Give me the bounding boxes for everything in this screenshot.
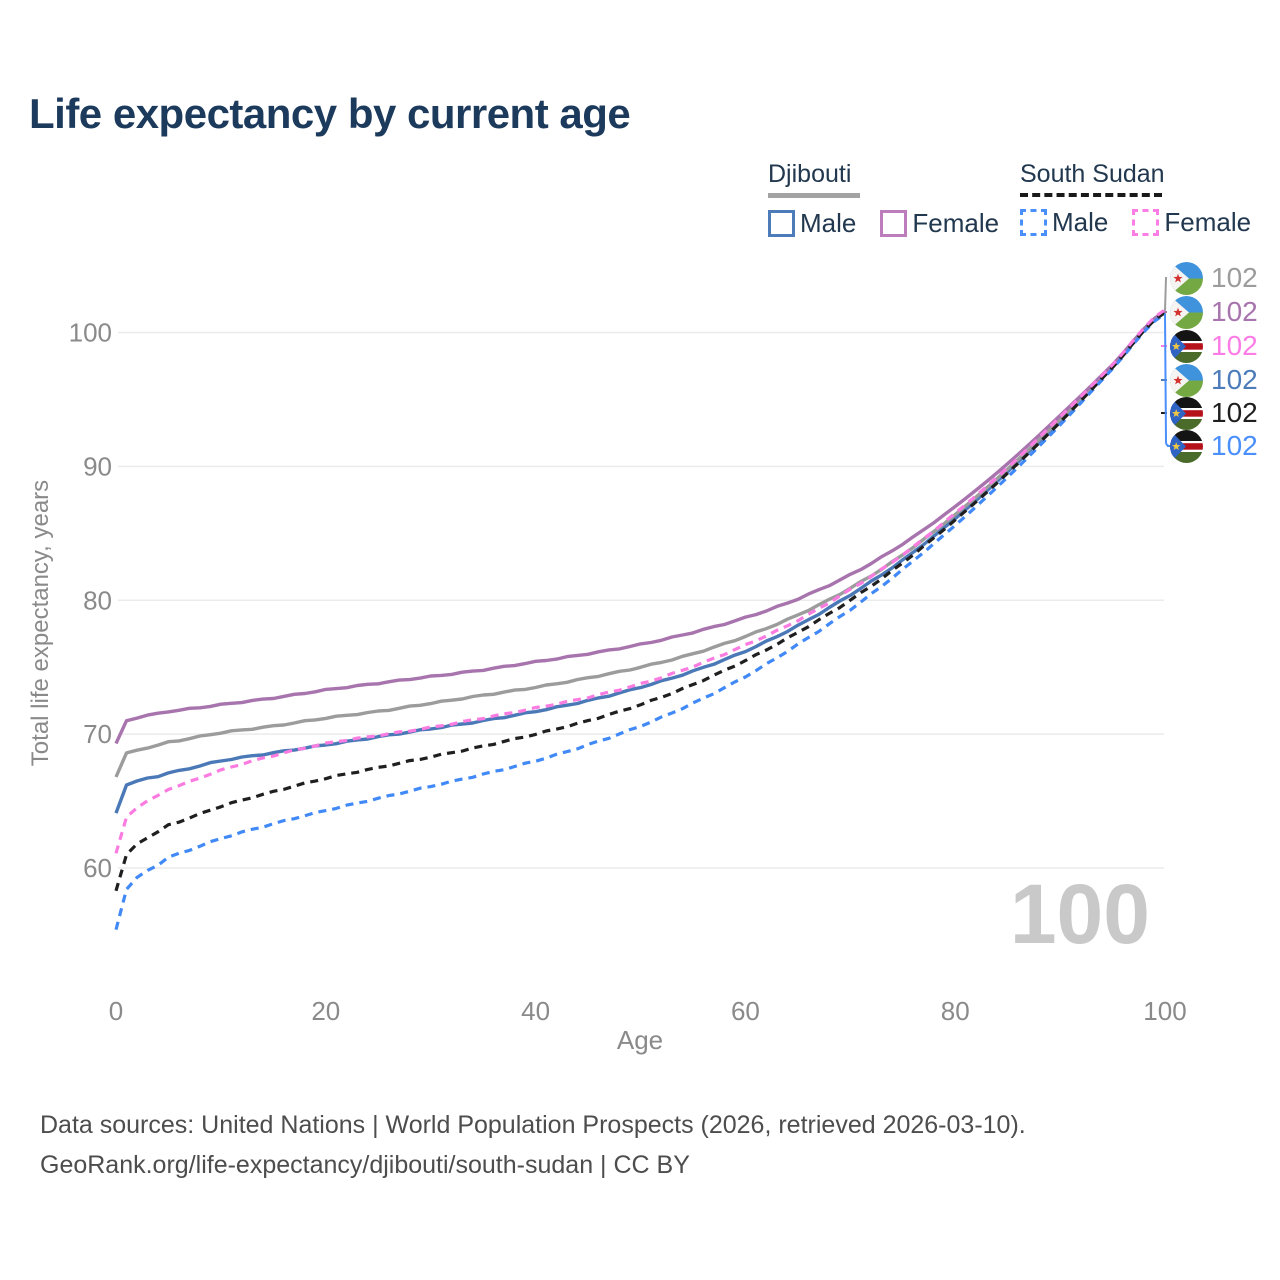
end-label-south-sudan-both-sexes[interactable]: 102 — [1170, 396, 1258, 430]
x-tick-label: 80 — [941, 996, 970, 1026]
series-line-south-sudan-male[interactable] — [114, 312, 1166, 931]
x-axis-title: Age — [616, 1025, 664, 1055]
djibouti-male-swatch-icon — [768, 210, 795, 237]
end-label-value: 102 — [1211, 296, 1258, 327]
djibouti-female-swatch-icon — [880, 210, 908, 237]
south-sudan-flag-icon — [1170, 329, 1203, 363]
series-line-south-sudan-female[interactable] — [114, 308, 1166, 854]
series-line-djibouti-both-sexes[interactable] — [114, 309, 1166, 778]
current-age-readout: 100 — [1009, 867, 1150, 961]
legend-item-south-sudan-female[interactable]: Female — [1132, 207, 1251, 238]
page-title: Life expectancy by current age — [29, 90, 631, 137]
legend-country-djibouti[interactable]: Djibouti — [768, 160, 852, 188]
end-label-value: 102 — [1211, 430, 1258, 461]
series-line-south-sudan-both-sexes[interactable] — [114, 311, 1166, 892]
series-line-djibouti-male[interactable] — [114, 311, 1166, 814]
legend-underline-south-sudan — [1020, 193, 1162, 197]
end-label-djibouti-both-sexes[interactable]: 102 — [1170, 261, 1258, 295]
legend-label: Male — [1052, 207, 1109, 237]
end-label-djibouti-female[interactable]: 102 — [1170, 295, 1258, 329]
south-sudan-male-swatch-icon — [1020, 209, 1047, 236]
y-tick-label: 70 — [83, 719, 112, 749]
x-tick-label: 40 — [521, 996, 550, 1026]
end-label-value: 102 — [1211, 397, 1258, 428]
djibouti-flag-icon — [1170, 261, 1203, 295]
legend-underline-djibouti — [768, 193, 860, 198]
djibouti-flag-icon — [1170, 363, 1203, 397]
end-label-connector — [1164, 277, 1167, 311]
legend-group-djibouti: Djibouti Male Female — [768, 160, 1017, 239]
south-sudan-female-swatch-icon — [1132, 209, 1160, 236]
x-tick-label: 20 — [311, 996, 340, 1026]
x-tick-label: 0 — [109, 996, 123, 1026]
end-label-value: 102 — [1211, 330, 1258, 361]
legend-item-djibouti-male[interactable]: Male — [768, 208, 856, 239]
end-label-connector — [1164, 313, 1171, 447]
legend-country-south-sudan[interactable]: South Sudan — [1020, 160, 1165, 188]
x-tick-label: 100 — [1143, 996, 1186, 1026]
footer-data-sources: Data sources: United Nations | World Pop… — [40, 1111, 1026, 1139]
south-sudan-flag-icon — [1170, 396, 1203, 430]
legend-label: Male — [800, 208, 857, 238]
end-label-south-sudan-male[interactable]: 102 — [1170, 429, 1258, 463]
y-axis-title: Total life expectancy, years — [27, 479, 54, 767]
x-tick-label: 60 — [731, 996, 760, 1026]
end-label-djibouti-male[interactable]: 102 — [1170, 363, 1258, 397]
legend-label: Female — [912, 208, 1000, 238]
legend-label: Female — [1164, 207, 1252, 237]
end-label-value: 102 — [1211, 262, 1258, 293]
djibouti-flag-icon — [1170, 295, 1203, 329]
legend-item-south-sudan-male[interactable]: Male — [1020, 207, 1108, 238]
legend-group-south-sudan: South Sudan Male Female — [1020, 160, 1269, 238]
y-tick-label: 60 — [83, 853, 112, 883]
end-label-value: 102 — [1211, 364, 1258, 395]
footer: Data sources: United Nations | World Pop… — [40, 1105, 1026, 1185]
legend-item-djibouti-female[interactable]: Female — [880, 208, 999, 239]
footer-attribution: GeoRank.org/life-expectancy/djibouti/sou… — [40, 1151, 690, 1179]
south-sudan-flag-icon — [1170, 429, 1203, 463]
y-tick-label: 100 — [69, 318, 112, 348]
end-label-south-sudan-female[interactable]: 102 — [1170, 329, 1258, 363]
y-tick-label: 90 — [83, 451, 112, 481]
y-tick-label: 80 — [83, 585, 112, 615]
series-line-djibouti-female[interactable] — [114, 309, 1166, 745]
